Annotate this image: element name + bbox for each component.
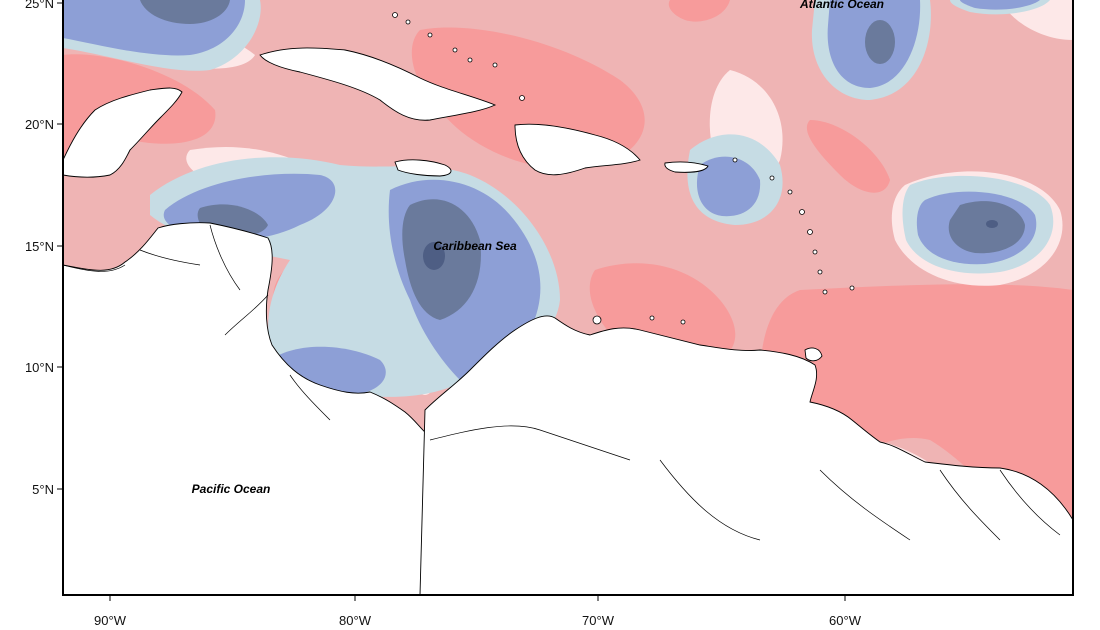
tick-label-20n: 20°N [25,117,54,132]
south-america-landmass [419,315,1073,595]
central-america-landmass [63,222,431,595]
x-axis-labels: 90°W 80°W 70°W 60°W [94,613,862,628]
yucatan-peninsula [63,87,183,178]
jamaica-island [394,159,452,177]
hispaniola-island [514,123,641,176]
x-axis-ticks [109,595,846,601]
atlantic-ocean-label: Atlantic Ocean [799,0,884,11]
puerto-rico-island [664,161,709,173]
bahamas-islands [392,12,525,101]
national-borders [63,224,1061,541]
tick-label-80w: 80°W [339,613,372,628]
tick-label-15n: 15°N [25,239,54,254]
tick-label-60w: 60°W [829,613,862,628]
tick-label-70w: 70°W [582,613,615,628]
caribbean-sea-label: Caribbean Sea [433,239,517,253]
pacific-ocean-label: Pacific Ocean [192,482,271,496]
cuba-island [259,47,497,121]
strong-negative-regions [140,0,1025,320]
tick-label-90w: 90°W [94,613,127,628]
land-layer [63,12,1073,595]
map-frame [62,0,1074,596]
lesser-antilles-islands [592,157,855,325]
y-axis-ticks [57,2,63,490]
trinidad-island [804,347,823,362]
tick-label-25n: 25°N [25,0,54,11]
tick-label-10n: 10°N [25,360,54,375]
tick-label-5n: 5°N [32,482,54,497]
y-axis-labels: 25°N 20°N 15°N 10°N 5°N [25,0,54,497]
